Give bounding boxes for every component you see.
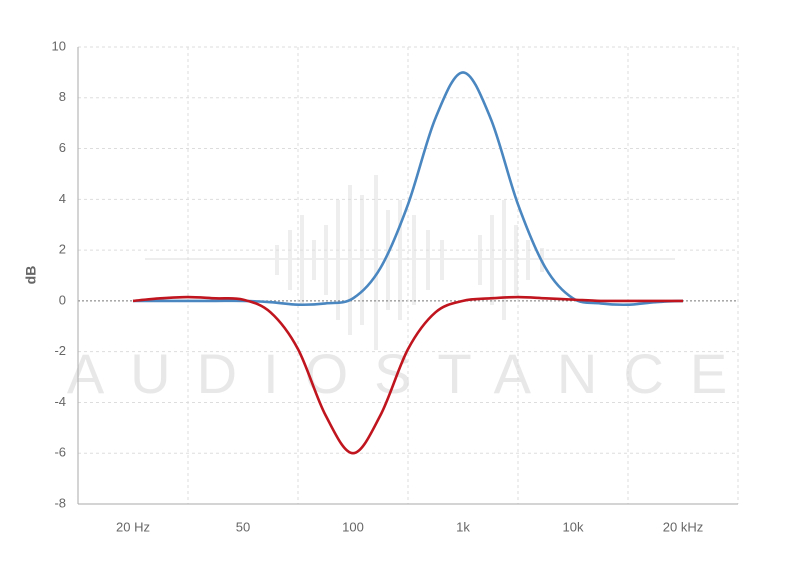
x-tick-label: 20 Hz	[116, 519, 150, 534]
y-tick-label: 2	[59, 242, 66, 257]
y-axis-label: dB	[23, 266, 39, 285]
y-tick-label: -6	[54, 445, 66, 460]
y-tick-label: -8	[54, 495, 66, 510]
x-tick-label: 1k	[456, 519, 470, 534]
y-tick-label: 6	[59, 140, 66, 155]
waveform-logo	[145, 175, 675, 350]
eq-curve	[132, 295, 683, 455]
x-tick-label: 100	[342, 519, 364, 534]
y-tick-label: 8	[59, 89, 66, 104]
y-tick-label: 4	[59, 191, 66, 206]
y-tick-label: 0	[59, 292, 66, 307]
y-tick-label: -2	[54, 343, 66, 358]
x-tick-label: 20 kHz	[663, 519, 703, 534]
y-tick-label: -4	[54, 394, 66, 409]
eq-curve	[132, 71, 684, 307]
y-tick-label: 10	[52, 38, 66, 53]
x-tick-label: 10k	[563, 519, 584, 534]
x-tick-label: 50	[236, 519, 250, 534]
